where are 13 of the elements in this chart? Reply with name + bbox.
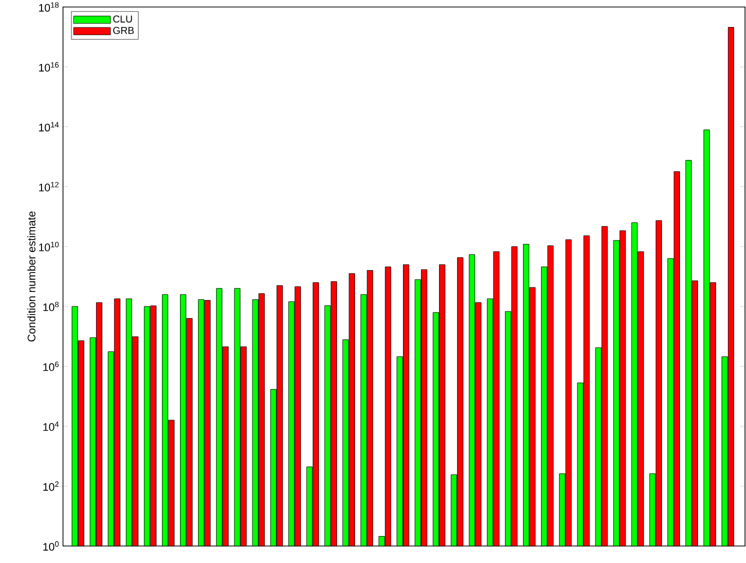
y-tick-label: 10$^{2}$	[43, 481, 59, 491]
legend-label: CLU	[113, 15, 132, 23]
legend-label: GRB	[113, 26, 134, 34]
y-tick-label: 10$^{16}$	[39, 62, 59, 72]
y-axis-title: Condition number estimate	[27, 212, 36, 342]
y-tick-label: 10$^{6}$	[43, 362, 59, 372]
y-tick-label: 10$^{4}$	[43, 422, 59, 431]
y-tick-label: 10$^{10}$	[39, 242, 59, 252]
y-tick-label: 10$^{8}$	[43, 302, 59, 312]
y-tick-label: 10$^{18}$	[39, 2, 59, 12]
y-tick-label: 10$^{14}$	[39, 122, 59, 132]
y-tick-label: 10$^{0}$	[43, 541, 59, 551]
y-tick-label: 10$^{12}$	[39, 182, 59, 192]
